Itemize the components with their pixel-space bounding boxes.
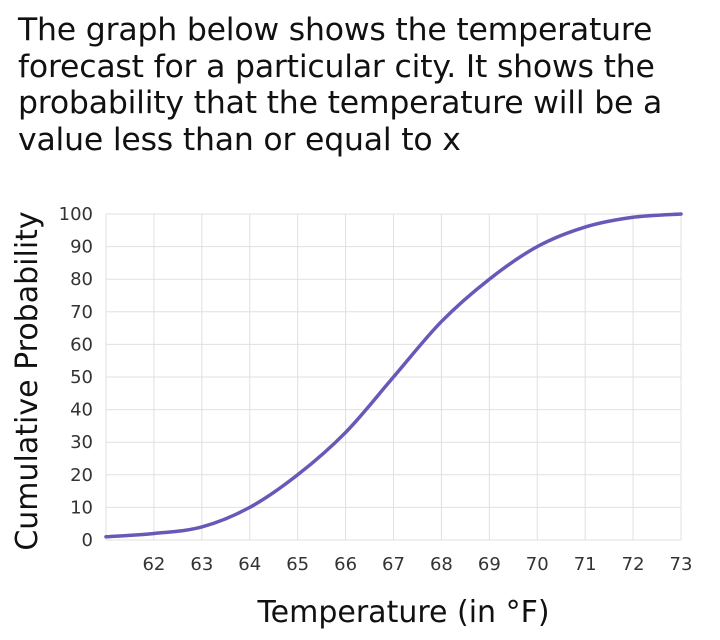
x-tick-label: 70 xyxy=(526,554,549,575)
y-tick-label: 90 xyxy=(70,237,93,258)
x-tick-label: 62 xyxy=(142,554,165,575)
x-tick-label: 69 xyxy=(478,554,501,575)
prompt-line: The graph below shows the temperature xyxy=(18,12,653,48)
prompt-line: forecast for a particular city. It shows… xyxy=(18,48,655,85)
cdf-curve xyxy=(104,212,683,539)
y-tick-label: 100 xyxy=(59,204,93,225)
x-tick-label: 65 xyxy=(286,554,309,575)
y-tick-label: 20 xyxy=(70,465,93,486)
y-tick-label: 60 xyxy=(70,334,93,355)
y-tick-label: 30 xyxy=(70,432,93,453)
prompt-line: probability that the temperature will be… xyxy=(18,85,663,121)
x-tick-label: 64 xyxy=(238,554,261,575)
y-tick-label: 80 xyxy=(70,269,93,290)
x-tick-label: 73 xyxy=(670,554,693,575)
plot-area xyxy=(104,212,683,539)
x-axis-title: Temperature (in °F) xyxy=(256,595,549,630)
y-tick-label: 40 xyxy=(70,400,93,421)
x-tick-label: 72 xyxy=(622,554,645,575)
tick-labels: 62 63 64 65 66 67 68 69 70 71 72 73 0 10 20 30 40 50 60 70 8… xyxy=(59,204,693,575)
y-tick-label: 0 xyxy=(82,530,93,551)
x-tick-label: 71 xyxy=(574,554,597,575)
x-tick-label: 63 xyxy=(190,554,213,575)
x-tick-label: 67 xyxy=(382,554,405,575)
x-tick-label: 68 xyxy=(430,554,453,575)
y-axis-title: Cumulative Probability xyxy=(10,211,45,550)
y-tick-label: 50 xyxy=(70,367,93,388)
prompt-line: value less than or equal to x xyxy=(18,121,461,158)
x-tick-label: 66 xyxy=(334,554,357,575)
question-prompt: The graph below shows the temperature fo… xyxy=(18,12,708,158)
y-tick-label: 10 xyxy=(70,497,93,518)
y-tick-label: 70 xyxy=(70,302,93,323)
